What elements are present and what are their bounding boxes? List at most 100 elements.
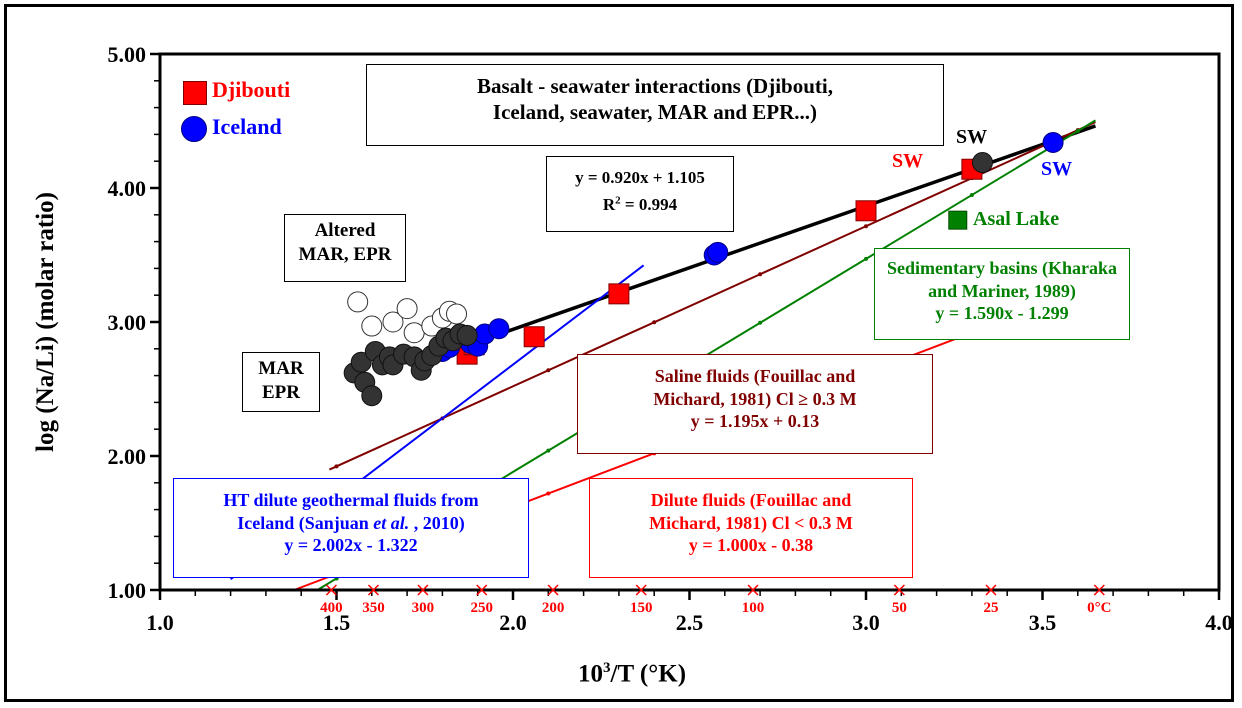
temperature-marker <box>747 584 759 596</box>
fit-line-marker <box>546 448 551 453</box>
temperature-label: 200 <box>542 600 565 616</box>
sedimentary-box: Sedimentary basins (Kharaka and Mariner,… <box>874 248 1130 340</box>
data-point-iceland <box>488 318 510 340</box>
x-axis-title: 103/T (°K) <box>578 660 686 688</box>
temperature-label: 150 <box>630 600 653 616</box>
temperature-marker <box>635 584 647 596</box>
temperature-marker <box>547 584 559 596</box>
data-point-iceland <box>1042 131 1064 153</box>
xlabel-rest: /T (°K) <box>610 660 687 688</box>
fit-r2-sup: 2 <box>615 194 621 207</box>
ht-line-2b: et al. <box>373 512 410 533</box>
ht-line-2a: Iceland (Sanjuan <box>237 512 374 533</box>
fit-equation-box: y = 0.920x + 1.105 R2 = 0.994 <box>546 156 734 232</box>
fit-line-marker <box>758 272 763 277</box>
title-box: Basalt - seawater interactions (Djibouti… <box>366 64 944 146</box>
mar-epr-box: MAR EPR <box>242 352 320 412</box>
ht-eq: y = 2.002x - 1.322 <box>284 535 418 555</box>
temperature-marker <box>985 584 997 596</box>
sed-line-1: Sedimentary basins (Kharaka <box>886 258 1118 278</box>
temperature-label: 100 <box>742 600 765 616</box>
fit-line-marker <box>864 224 868 229</box>
temperature-label: 400 <box>320 600 343 616</box>
altered-line-2: MAR, EPR <box>298 243 392 265</box>
temperature-label: 50 <box>892 600 907 616</box>
temperature-label: 0°C <box>1087 600 1111 616</box>
x-tick-label: 3.0 <box>852 610 880 635</box>
ht-line-2: Iceland (Sanjuan et al. , 2010) <box>174 512 528 535</box>
y-tick-label: 3.00 <box>108 310 147 335</box>
legend-iceland-marker <box>181 116 207 142</box>
temperature-marker <box>1093 584 1105 596</box>
x-tick-label: 2.5 <box>676 610 704 635</box>
altered-box: Altered MAR, EPR <box>284 214 406 282</box>
temperature-marker <box>893 584 905 596</box>
temperature-marker <box>367 584 380 596</box>
fit-line-marker <box>758 320 763 325</box>
data-point-asal-lake <box>948 210 968 230</box>
title-line-2: Iceland, seawater, MAR and EPR...) <box>492 100 818 125</box>
data-point-mar-epr <box>456 324 478 346</box>
sed-line-2: and Mariner, 1989) <box>928 280 1076 301</box>
title-line-1: Basalt - seawater interactions (Djibouti… <box>477 74 833 98</box>
saline-eq: y = 1.195x + 0.13 <box>690 411 820 431</box>
sw-label-black: SW <box>956 126 988 148</box>
data-point-iceland <box>707 241 729 263</box>
x-tick-label: 1.5 <box>323 610 351 635</box>
fit-line-marker <box>546 368 551 373</box>
saline-line-2: Michard, 1981) Cl ≥ 0.3 M <box>653 388 857 409</box>
dil-line-2: Michard, 1981) Cl < 0.3 M <box>649 512 853 533</box>
temperature-marker <box>325 584 337 596</box>
fit-r2: R2 = 0.994 <box>547 194 733 215</box>
mar-line-2: EPR <box>262 381 300 403</box>
fit-line-marker <box>864 256 868 261</box>
ht-dilute-box: HT dilute geothermal fluids from Iceland… <box>173 478 529 578</box>
y-tick-label: 1.00 <box>108 578 147 603</box>
data-point-altered-mar-epr <box>347 291 369 313</box>
data-point-mar-epr <box>350 351 372 373</box>
data-point-djibouti <box>608 283 630 305</box>
ht-line-2c: , 2010) <box>409 512 465 533</box>
data-point-sw <box>971 152 993 174</box>
fit-line-1 <box>329 121 1096 471</box>
temperature-label: 300 <box>412 600 435 616</box>
temperature-label: 250 <box>471 600 494 616</box>
legend-djibouti-marker <box>183 81 207 105</box>
y-axis-title: log (Na/Li) (molar ratio) <box>32 192 59 452</box>
y-tick-label: 5.00 <box>108 42 147 67</box>
sw-label-blue: SW <box>1041 158 1073 180</box>
x-tick-label: 4.0 <box>1205 610 1233 635</box>
temperature-label: 350 <box>362 600 385 616</box>
x-tick-label: 1.0 <box>146 610 174 635</box>
fit-line-marker <box>969 192 974 197</box>
data-point-altered-mar-epr <box>361 315 383 337</box>
xlabel-sup: 3 <box>603 660 611 676</box>
dil-eq: y = 1.000x - 0.38 <box>688 535 814 555</box>
sed-eq: y = 1.590x - 1.299 <box>935 303 1069 323</box>
data-point-mar-epr <box>361 385 383 407</box>
saline-line-1: Saline fluids (Fouillac and <box>654 366 856 386</box>
data-point-djibouti <box>523 326 545 348</box>
data-point-altered-mar-epr <box>446 303 468 325</box>
temperature-marker <box>476 584 488 596</box>
dil-line-1: Dilute fluids (Fouillac and <box>650 490 852 510</box>
saline-box: Saline fluids (Fouillac and Michard, 198… <box>577 354 933 454</box>
y-tick-label: 2.00 <box>108 444 147 469</box>
fit-line-marker <box>652 320 657 325</box>
temperature-label: 25 <box>983 600 998 616</box>
fit-r2-base: R <box>602 195 616 215</box>
temperature-marker <box>417 584 429 596</box>
data-point-altered-mar-epr <box>382 311 404 333</box>
fit-line-marker <box>546 491 551 496</box>
legend-djibouti-label: Djibouti <box>212 77 291 102</box>
data-point-altered-mar-epr <box>403 322 425 344</box>
xlabel-base: 10 <box>578 660 603 688</box>
data-point-djibouti <box>855 200 877 222</box>
sw-label-red: SW <box>892 150 924 172</box>
asal-lake-label: Asal Lake <box>973 208 1060 230</box>
altered-line-1: Altered <box>314 220 376 241</box>
fit-equation: y = 0.920x + 1.105 <box>575 168 705 187</box>
fit-line-marker <box>334 464 339 469</box>
x-tick-label: 3.5 <box>1029 610 1057 635</box>
